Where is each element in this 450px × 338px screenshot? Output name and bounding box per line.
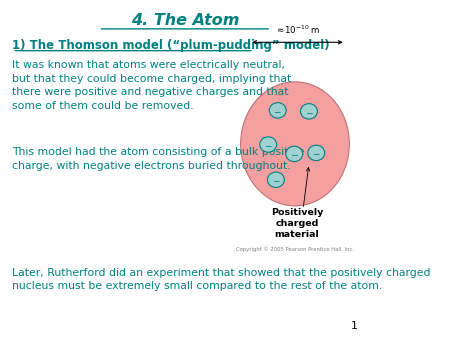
Text: $-$: $-$	[264, 140, 273, 149]
Ellipse shape	[241, 82, 349, 206]
Circle shape	[267, 172, 284, 188]
Circle shape	[260, 137, 277, 152]
Text: $-$: $-$	[312, 148, 320, 158]
Text: $-$: $-$	[290, 149, 299, 159]
Text: $-$: $-$	[272, 175, 280, 184]
Text: $-$: $-$	[305, 107, 313, 116]
Circle shape	[308, 145, 325, 161]
Text: 1) The Thomson model (“plum-pudding” model): 1) The Thomson model (“plum-pudding” mod…	[13, 39, 330, 52]
Text: Later, Rutherford did an experiment that showed that the positively charged
nucl: Later, Rutherford did an experiment that…	[13, 268, 431, 291]
Circle shape	[286, 146, 303, 162]
Text: $-$: $-$	[274, 106, 282, 115]
Text: 1: 1	[351, 320, 357, 331]
Text: Positively
charged
material: Positively charged material	[270, 208, 323, 239]
Circle shape	[269, 103, 286, 118]
Circle shape	[301, 104, 317, 119]
Text: It was known that atoms were electrically neutral,
but that they could become ch: It was known that atoms were electricall…	[13, 60, 292, 111]
Text: This model had the atom consisting of a bulk positive
charge, with negative elec: This model had the atom consisting of a …	[13, 147, 305, 171]
Text: 4. The Atom: 4. The Atom	[130, 13, 239, 28]
Text: Copyright © 2005 Pearson Prentice Hall, Inc.: Copyright © 2005 Pearson Prentice Hall, …	[236, 246, 354, 252]
Text: $\approx\!10^{-10}$ m: $\approx\!10^{-10}$ m	[275, 24, 320, 36]
